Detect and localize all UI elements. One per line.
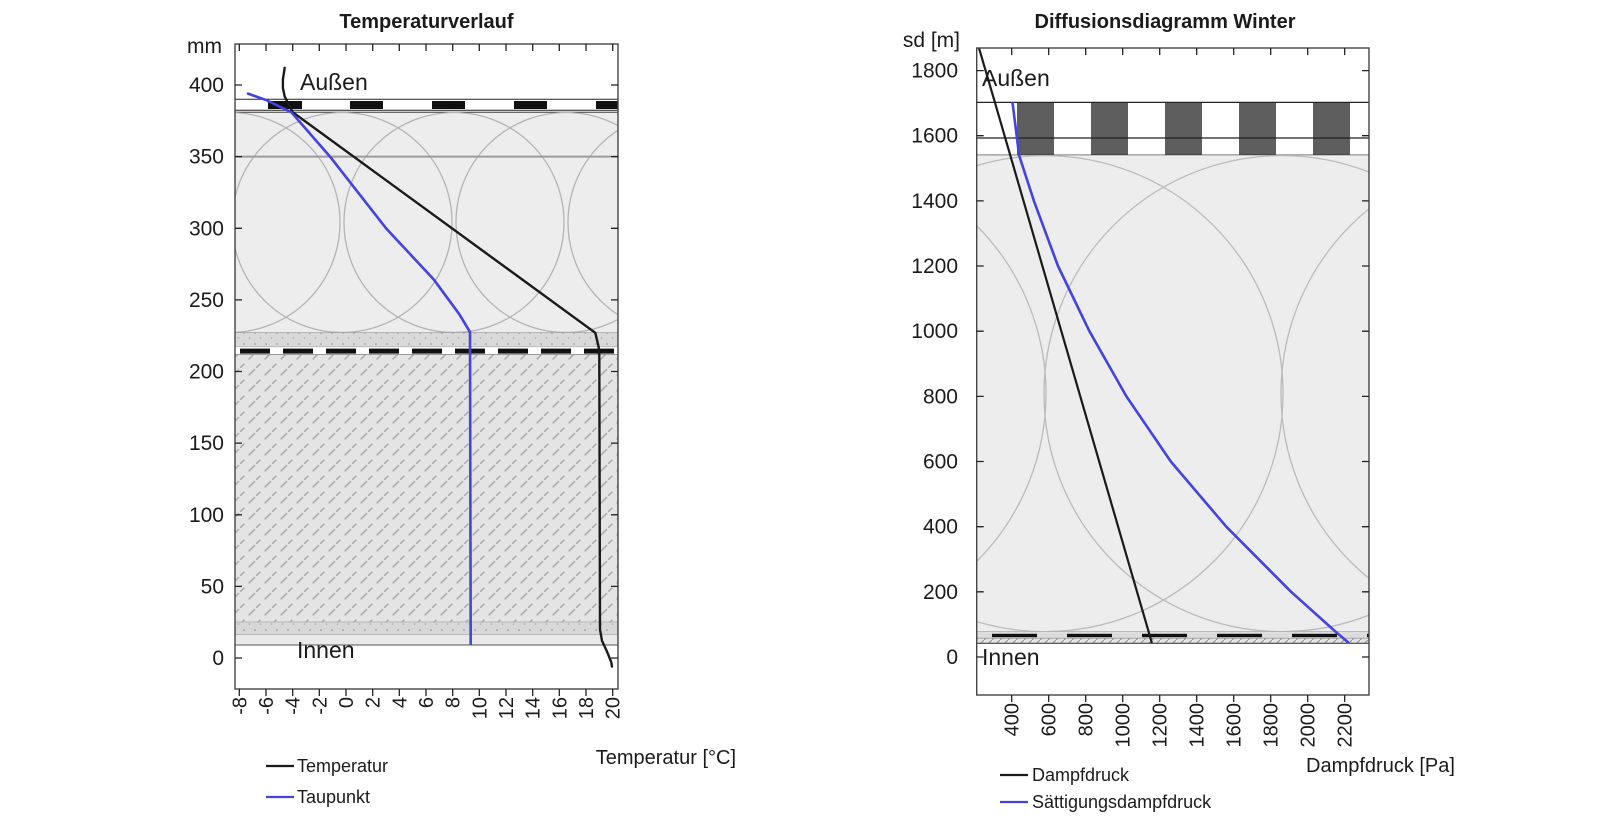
- x-tick-label: 600: [1039, 703, 1061, 736]
- x-tick-label: -2: [309, 697, 331, 715]
- x-tick-label: 1000: [1113, 703, 1135, 748]
- outside-zone-label-left: Außen: [300, 69, 368, 95]
- series-Temperatur: [281, 66, 614, 668]
- y-tick-label: 400: [189, 74, 224, 97]
- y-tick-label: 100: [189, 504, 224, 527]
- y-axis-unit-right: sd [m]: [903, 29, 960, 52]
- x-axis-label-left: Temperatur [°C]: [596, 747, 736, 769]
- roof-membrane-dashes: [268, 101, 618, 109]
- x-tick-label: -6: [256, 697, 278, 715]
- y-tick-label: 50: [201, 575, 224, 598]
- series-Taupunkt: [246, 92, 473, 646]
- ticks-left-chart: [235, 44, 618, 696]
- legend-label-saettigungsdampfdruck: Sättigungsdampfdruck: [1032, 792, 1212, 812]
- temperature-curves: [246, 66, 614, 668]
- y-tick-label: 800: [923, 385, 958, 408]
- x-tick-label: 14: [523, 697, 545, 719]
- y-tick-label: 200: [923, 581, 958, 604]
- outside-zone-label-right: Außen: [982, 65, 1050, 91]
- x-tick-label: 16: [549, 697, 571, 719]
- y-tick-label: 0: [946, 646, 958, 669]
- chart-title-left: Temperaturverlauf: [339, 11, 513, 33]
- construction-layers-right: [976, 101, 1369, 644]
- roof-membrane-blocks: [1017, 102, 1350, 156]
- series-Sättigungsdampfdruck: [1011, 101, 1350, 644]
- x-tick-label: 400: [1002, 703, 1024, 736]
- plaster-finish-layer: [235, 635, 618, 645]
- vapor-barrier-dashes: [240, 348, 614, 354]
- y-axis-unit-left: mm: [187, 35, 222, 58]
- y-tick-label: 1400: [911, 190, 958, 213]
- x-tick-label: 1200: [1150, 703, 1172, 748]
- legend-right: Dampfdruck Sättigungsdampfdruck: [1000, 765, 1212, 812]
- x-tick-label: 1400: [1187, 703, 1209, 748]
- x-tick-label: 2000: [1298, 703, 1320, 748]
- y-tick-label: 1800: [911, 60, 958, 83]
- y-tick-label: 1000: [911, 320, 958, 343]
- temperature-chart: Temperaturverlauf mm Außen Innen 400 350…: [187, 11, 736, 807]
- legend-label-temperatur: Temperatur: [297, 756, 388, 776]
- series-Dampfdruck: [977, 48, 1153, 644]
- legend-label-dampfdruck: Dampfdruck: [1032, 765, 1130, 785]
- x-tick-label: 4: [389, 697, 411, 708]
- x-tick-label: 1600: [1224, 703, 1246, 748]
- diffusion-chart: Diffusionsdiagramm Winter sd [m] Außen I…: [903, 11, 1455, 812]
- x-tick-labels-right: 400 600 800 1000 1200 1400 1600 1800 200…: [1002, 703, 1357, 748]
- x-tick-labels-left: -8 -6 -4 -2 0 2 4 6 8 10 12 14 16 18 20: [229, 697, 624, 719]
- inside-zone-label-right: Innen: [982, 644, 1040, 670]
- x-tick-label: 2200: [1335, 703, 1357, 748]
- vapor-barrier-dashes-sd: [992, 633, 1369, 638]
- y-tick-label: 150: [189, 432, 224, 455]
- x-tick-label: 20: [603, 697, 625, 719]
- y-tick-label: 300: [189, 217, 224, 240]
- y-tick-labels-left: 400 350 300 250 200 150 100 50 0: [189, 74, 224, 670]
- plot-border-right: [976, 47, 1370, 696]
- inside-zone-label-left: Innen: [297, 637, 355, 663]
- y-tick-label: 200: [189, 361, 224, 384]
- legend-label-taupunkt: Taupunkt: [297, 787, 370, 807]
- chart-title-right: Diffusionsdiagramm Winter: [1035, 11, 1296, 33]
- x-tick-label: -8: [229, 697, 251, 715]
- x-tick-label: 8: [443, 697, 465, 708]
- y-tick-label: 1200: [911, 255, 958, 278]
- x-tick-label: 800: [1076, 703, 1098, 736]
- pressure-curves: [977, 48, 1350, 644]
- x-tick-label: 1800: [1261, 703, 1283, 748]
- x-tick-label: -4: [283, 697, 305, 715]
- insulation-layer: [235, 112, 618, 333]
- y-tick-label: 250: [189, 289, 224, 312]
- x-tick-label: 2: [363, 697, 385, 708]
- y-tick-label: 0: [212, 647, 224, 670]
- ticks-right-chart: [976, 48, 1369, 702]
- x-axis-label-right: Dampfdruck [Pa]: [1306, 755, 1455, 777]
- legend-left: Temperatur Taupunkt: [266, 756, 388, 807]
- x-tick-label: 0: [336, 697, 358, 708]
- y-tick-label: 1600: [911, 125, 958, 148]
- y-tick-label: 400: [923, 516, 958, 539]
- x-tick-label: 12: [496, 697, 518, 719]
- x-tick-label: 10: [469, 697, 491, 719]
- y-tick-label: 600: [923, 451, 958, 474]
- y-tick-label: 350: [189, 146, 224, 169]
- x-tick-label: 18: [576, 697, 598, 719]
- insulation-layer-sd: [976, 155, 1369, 632]
- y-tick-labels-right: 1800 1600 1400 1200 1000 800 600 400 200…: [911, 60, 958, 669]
- x-tick-label: 6: [416, 697, 438, 708]
